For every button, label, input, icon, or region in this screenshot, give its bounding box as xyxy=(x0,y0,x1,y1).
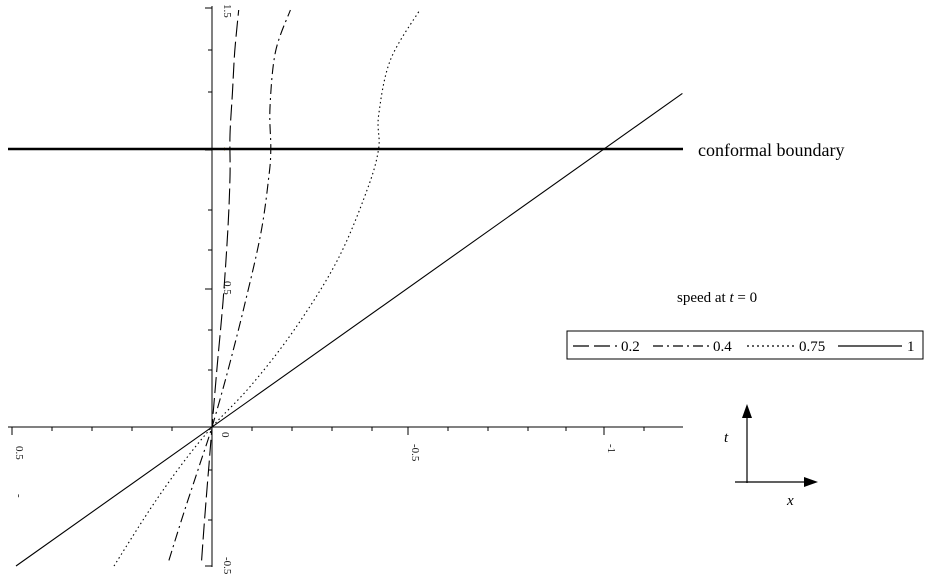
inset-x-arrowhead xyxy=(804,477,818,487)
legend-title-suffix: = 0 xyxy=(734,290,757,306)
conformal-boundary-label: conformal boundary xyxy=(698,140,844,160)
inset-t-label: t xyxy=(724,430,729,446)
legend-title-prefix: speed at xyxy=(677,290,729,306)
worldline-speed-1 xyxy=(15,92,683,567)
worldline-speed-0.2 xyxy=(201,9,240,561)
t-ticks xyxy=(205,7,212,567)
t-tick-label--0.5: -0.5 xyxy=(221,557,233,575)
x-dash-mark: - xyxy=(13,494,25,498)
x-tick-label-0.5: 0.5 xyxy=(13,446,25,460)
worldline-speed-0.75 xyxy=(113,9,421,567)
legend-title-var: t xyxy=(729,290,734,306)
inset-t-arrowhead xyxy=(742,404,752,418)
worldline-speed-0.4 xyxy=(168,9,291,561)
legend-title: speed at t = 0 xyxy=(677,290,757,306)
legend-label-0.2: 0.2 xyxy=(621,339,640,355)
x-tick-label--0.5: -0.5 xyxy=(409,444,421,462)
inset-x-label: x xyxy=(786,493,794,509)
x-tick-label-0: 0 xyxy=(219,432,231,438)
x-ticks xyxy=(11,427,645,435)
t-tick-label-0.5: 0.5 xyxy=(221,281,233,295)
legend-label-0.4: 0.4 xyxy=(713,339,732,355)
t-tick-label-1.5: 1.5 xyxy=(221,4,233,18)
legend-label-0.75: 0.75 xyxy=(799,339,825,355)
worldline-curves xyxy=(15,9,683,567)
legend-box xyxy=(566,330,924,360)
x-tick-label--1: -1 xyxy=(605,444,617,453)
legend-label-1: 1 xyxy=(907,339,915,355)
